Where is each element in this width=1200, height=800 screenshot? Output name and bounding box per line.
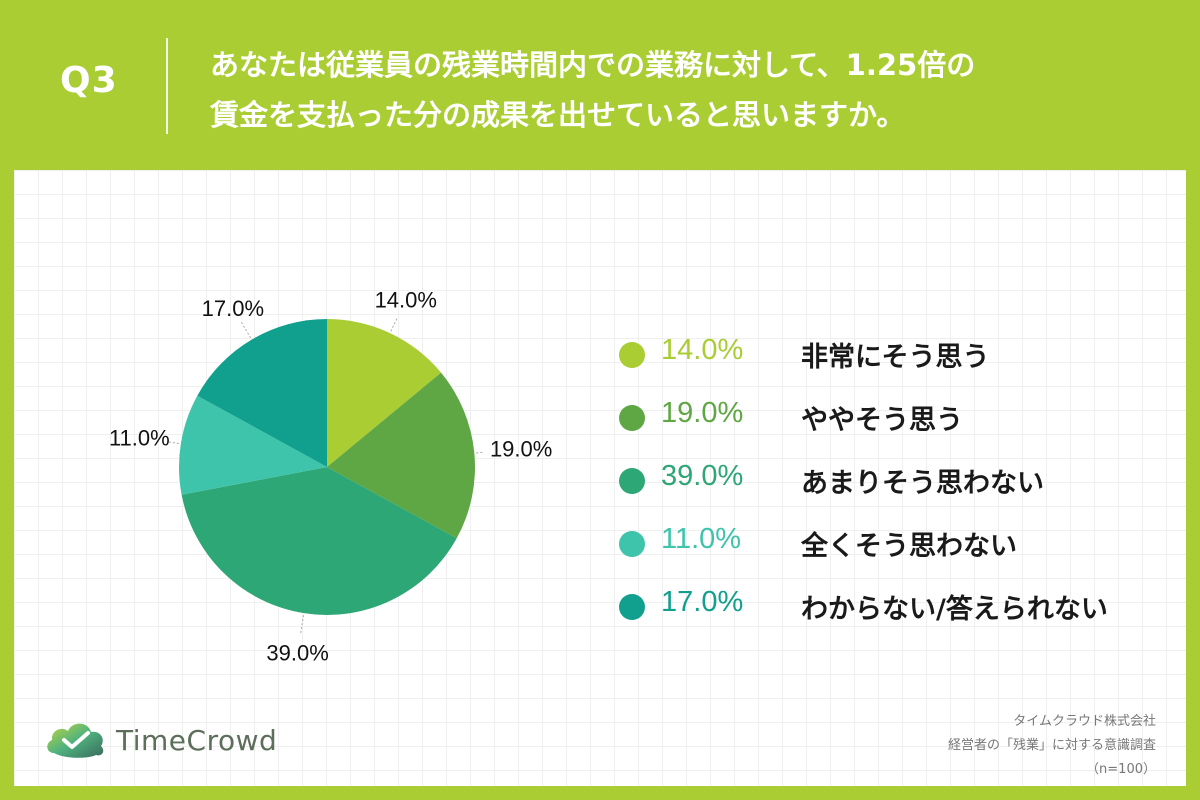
legend-swatch bbox=[619, 405, 645, 431]
pie-slice bbox=[327, 372, 475, 539]
footer-notes: タイムクラウド株式会社 経営者の「残業」に対する意識調査 （n=100） bbox=[948, 710, 1156, 782]
legend-swatch bbox=[619, 342, 645, 368]
pie-slice bbox=[178, 395, 327, 495]
pie-slice bbox=[181, 467, 457, 615]
pie-chart: 14.0% 19.0% 39.0% 11.0% 17.0% bbox=[109, 288, 552, 666]
legend-item: 14.0% 非常にそう思う bbox=[619, 330, 1179, 393]
question-text: あなたは従業員の残業時間内での業務に対して、1.25倍の 賃金を支払った分の成果… bbox=[210, 40, 1170, 140]
legend-item: 39.0% あまりそう思わない bbox=[619, 456, 1179, 519]
legend-value: 19.0% bbox=[661, 397, 744, 429]
slice-label: 14.0% bbox=[375, 288, 437, 313]
header: Q3 あなたは従業員の残業時間内での業務に対して、1.25倍の 賃金を支払った分… bbox=[0, 0, 1200, 170]
legend: 14.0% 非常にそう思う 19.0% ややそう思う 39.0% あまりそう思わ… bbox=[619, 330, 1179, 645]
legend-swatch bbox=[619, 531, 645, 557]
legend-value: 11.0% bbox=[661, 523, 742, 555]
legend-value: 17.0% bbox=[661, 586, 744, 618]
pie-slice bbox=[327, 319, 442, 467]
footer-company: タイムクラウド株式会社 bbox=[1013, 714, 1156, 729]
footer-survey: 経営者の「残業」に対する意識調査 bbox=[947, 738, 1156, 753]
question-line-2: 賃金を支払った分の成果を出せていると思いますか。 bbox=[210, 98, 906, 132]
legend-label: ややそう思う bbox=[801, 405, 963, 436]
pie-slice bbox=[197, 319, 327, 467]
legend-item: 17.0% わからない/答えられない bbox=[619, 582, 1179, 645]
leader-line bbox=[168, 441, 179, 445]
slice-label: 39.0% bbox=[266, 641, 328, 666]
header-divider bbox=[166, 38, 168, 134]
leader-line bbox=[300, 615, 305, 634]
timecrowd-cloud-icon bbox=[47, 723, 104, 758]
legend-label: 全くそう思わない bbox=[801, 531, 1017, 562]
legend-swatch bbox=[619, 468, 645, 494]
slice-label: 17.0% bbox=[202, 296, 264, 321]
legend-value: 39.0% bbox=[661, 460, 744, 492]
logo-text: TimeCrowd bbox=[116, 724, 278, 757]
legend-item: 11.0% 全くそう思わない bbox=[619, 519, 1179, 582]
slice-label: 19.0% bbox=[490, 437, 552, 462]
leader-line bbox=[241, 322, 252, 339]
legend-label: わからない/答えられない bbox=[801, 594, 1108, 625]
leader-line bbox=[476, 451, 485, 454]
legend-label: あまりそう思わない bbox=[801, 468, 1044, 499]
chart-card: 14.0% 19.0% 39.0% 11.0% 17.0% 14.0% 非常にそう思う … bbox=[14, 170, 1186, 786]
timecrowd-logo: TimeCrowd bbox=[44, 715, 304, 775]
slice-label: 11.0% bbox=[109, 425, 170, 450]
legend-value: 14.0% bbox=[661, 334, 744, 366]
legend-swatch bbox=[619, 594, 645, 620]
leader-line bbox=[390, 317, 398, 332]
legend-item: 19.0% ややそう思う bbox=[619, 393, 1179, 456]
question-number: Q3 bbox=[60, 60, 118, 101]
question-line-1: あなたは従業員の残業時間内での業務に対して、1.25倍の bbox=[210, 48, 976, 82]
legend-label: 非常にそう思う bbox=[801, 342, 990, 373]
footer-sample: （n=100） bbox=[1086, 762, 1156, 777]
